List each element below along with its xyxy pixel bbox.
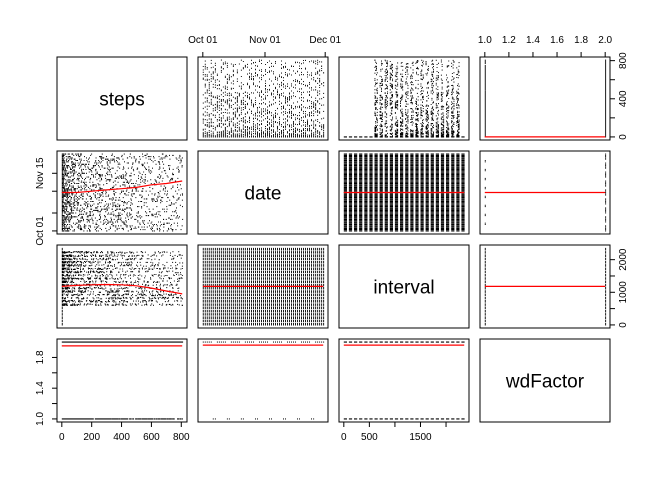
diagonal-label-steps: steps	[99, 90, 144, 111]
points-interval-vs-steps	[61, 247, 184, 326]
tick-label-bottom-steps: 600	[143, 432, 160, 443]
panel-interval-steps	[56, 244, 188, 329]
tick-label-top-wdFactor: 1.8	[574, 35, 588, 46]
panel-interval-interval	[338, 244, 470, 329]
tick-label-left-date: Nov 15	[35, 157, 46, 189]
diagonal-label-wdFactor: wdFactor	[505, 372, 585, 393]
panel-date-interval	[338, 150, 470, 235]
tick-label-left-wdFactor: 1.0	[35, 412, 46, 426]
diagonal-label-date: date	[245, 184, 282, 205]
panel-date-date	[197, 150, 329, 235]
scatter-points-layer	[61, 59, 607, 420]
points-wdFactor-vs-date	[202, 341, 325, 420]
panel-steps-interval	[338, 56, 470, 141]
tick-label-left-wdFactor: 1.8	[35, 350, 46, 364]
tick-label-right-steps: 400	[618, 90, 629, 107]
points-wdFactor-vs-interval	[343, 341, 465, 420]
points-date-vs-interval	[343, 153, 465, 232]
tick-label-top-wdFactor: 1.6	[550, 35, 564, 46]
points-wdFactor-vs-steps	[61, 341, 184, 420]
points-steps-vs-wdFactor	[484, 59, 607, 138]
panel-wdFactor-steps	[56, 338, 188, 423]
smoother-interval-vs-steps	[61, 283, 183, 295]
tick-label-bottom-interval: 500	[361, 432, 378, 443]
points-date-vs-steps	[61, 153, 184, 232]
tick-label-left-wdFactor: 1.4	[35, 381, 46, 395]
tick-label-top-date: Oct 01	[188, 35, 218, 46]
tick-label-top-wdFactor: 2.0	[598, 35, 612, 46]
tick-label-bottom-steps: 0	[59, 432, 65, 443]
smoother-lines-layer	[61, 136, 606, 347]
points-interval-vs-date	[202, 247, 325, 326]
panel-date-wdFactor	[479, 150, 611, 235]
tick-label-right-steps: 800	[618, 52, 629, 69]
axes-layer: Oct 01 Nov 01 Dec 01 1.0 1.2 1.4 1.6 1.8 2.0 0 200…	[35, 35, 629, 443]
tick-label-right-interval: 2000	[618, 248, 629, 271]
tick-label-top-wdFactor: 1.2	[502, 35, 516, 46]
tick-label-bottom-steps: 800	[173, 432, 190, 443]
panel-wdFactor-interval	[338, 338, 470, 423]
points-interval-vs-wdFactor	[484, 247, 607, 326]
panel-interval-date	[197, 244, 329, 329]
tick-label-top-date: Nov 01	[249, 35, 281, 46]
tick-label-top-date: Dec 01	[309, 35, 341, 46]
panel-wdFactor-date	[197, 338, 329, 423]
diagonal-labels-layer: steps date interval wdFactor	[99, 90, 584, 393]
tick-label-top-wdFactor: 1.4	[526, 35, 540, 46]
tick-label-bottom-steps: 400	[113, 432, 130, 443]
diagonal-label-interval: interval	[373, 278, 434, 299]
tick-label-right-interval: 1000	[618, 281, 629, 304]
tick-label-bottom-steps: 200	[83, 432, 100, 443]
panel-wdFactor-wdFactor	[479, 338, 611, 423]
panel-steps-steps	[56, 56, 188, 141]
tick-label-bottom-interval: 0	[341, 432, 347, 443]
smoother-date-vs-steps	[61, 180, 183, 194]
tick-label-left-date: Oct 01	[35, 216, 46, 246]
panel-steps-wdFactor	[479, 56, 611, 141]
tick-label-bottom-interval: 1500	[409, 432, 432, 443]
tick-label-right-steps: 0	[618, 134, 629, 140]
points-steps-vs-interval	[343, 59, 465, 138]
panel-frames-layer	[56, 56, 611, 423]
points-steps-vs-date	[202, 59, 325, 138]
tick-label-top-wdFactor: 1.0	[478, 35, 492, 46]
tick-label-right-interval: 0	[618, 322, 629, 328]
points-date-vs-wdFactor	[484, 153, 607, 232]
